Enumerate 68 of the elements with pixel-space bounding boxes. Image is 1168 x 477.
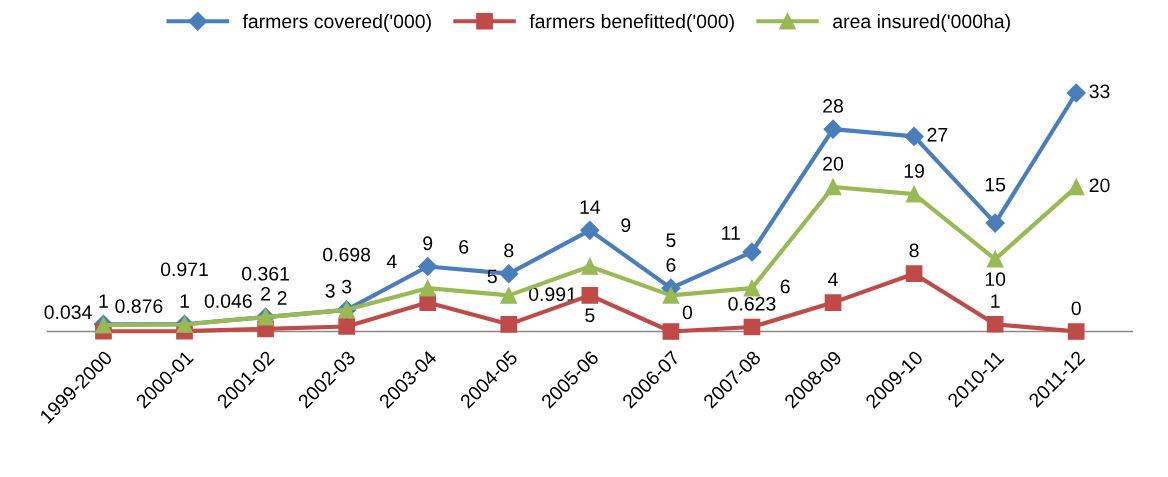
legend-label: farmers covered('000) <box>242 13 431 33</box>
point <box>1066 83 1086 103</box>
data-label: 4 <box>386 254 397 269</box>
data-label: 0.876 <box>115 299 163 314</box>
data-label: 0.698 <box>323 247 371 262</box>
point <box>419 294 437 311</box>
point <box>824 294 842 311</box>
data-label: 19 <box>904 164 924 178</box>
data-label: 8 <box>504 243 514 258</box>
data-label: 9 <box>423 236 433 251</box>
point <box>581 258 599 275</box>
point <box>905 185 923 203</box>
data-label: 6 <box>780 279 790 294</box>
point <box>662 287 680 304</box>
data-label: 0 <box>1071 301 1081 316</box>
point <box>581 287 599 304</box>
point <box>986 315 1004 333</box>
point <box>986 250 1004 268</box>
data-label: 6 <box>666 258 676 272</box>
data-label: 0.361 <box>242 266 289 281</box>
point <box>418 256 438 277</box>
point <box>823 119 843 139</box>
point <box>662 323 680 340</box>
data-label: 0.046 <box>204 294 252 308</box>
data-label: 5 <box>585 308 595 323</box>
point <box>824 178 842 196</box>
data-label: 1 <box>180 294 189 308</box>
point <box>743 318 761 336</box>
data-label: 27 <box>927 127 948 142</box>
data-label: 10 <box>985 272 1006 287</box>
point <box>904 126 924 146</box>
data-label: 20 <box>1089 178 1110 193</box>
data-label: 0.971 <box>160 262 208 277</box>
data-label: 3 <box>325 283 335 298</box>
point <box>1067 178 1085 196</box>
data-label: 0.034 <box>44 305 92 320</box>
point <box>905 265 923 283</box>
point <box>419 279 437 297</box>
data-label: 33 <box>1089 84 1110 99</box>
data-label: 2 <box>261 286 271 301</box>
data-label: 4 <box>828 272 838 287</box>
data-label: 2 <box>277 291 287 305</box>
point <box>500 287 518 304</box>
data-label: 14 <box>580 200 601 214</box>
point <box>338 318 355 335</box>
legend-label: area insured('000ha) <box>833 13 1010 33</box>
legend-label: farmers benefitted('000) <box>529 13 734 33</box>
point <box>1067 323 1085 340</box>
data-label: 8 <box>909 243 919 258</box>
data-label: 11 <box>722 226 740 240</box>
data-label: 1 <box>99 294 108 308</box>
data-label: 15 <box>985 177 1006 192</box>
data-label: 6 <box>459 239 469 254</box>
point <box>743 279 761 297</box>
data-label: 0.623 <box>728 296 776 311</box>
data-label: 1 <box>991 294 1000 308</box>
point <box>500 316 518 333</box>
point <box>580 220 600 240</box>
data-label: 9 <box>621 218 631 233</box>
data-label: 5 <box>666 233 676 248</box>
data-label: 0.991 <box>528 287 576 302</box>
data-label: 20 <box>823 156 844 171</box>
point <box>499 264 519 284</box>
point <box>985 213 1005 233</box>
data-label: 3 <box>341 279 352 294</box>
data-label: 0 <box>682 305 693 320</box>
point <box>742 242 762 262</box>
data-label: 28 <box>823 99 843 113</box>
